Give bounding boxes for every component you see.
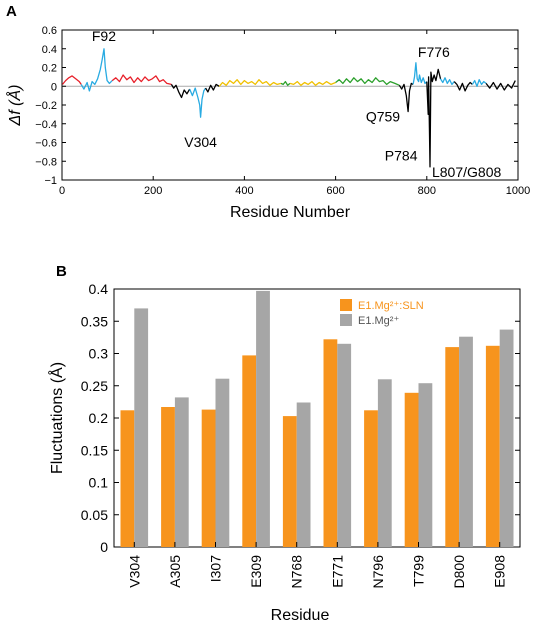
panel-a-x-tick-label: 0 bbox=[59, 185, 65, 197]
bar-E908-series-1 bbox=[499, 329, 514, 547]
panel-b-y-tick-label: 0.4 bbox=[89, 281, 109, 297]
panel-a-series-8-N bbox=[289, 80, 336, 86]
panel-b-y-tick-label: 0.2 bbox=[89, 410, 109, 426]
panel-a-series-group bbox=[61, 48, 516, 168]
panel-a-x-tick-label: 400 bbox=[235, 185, 253, 197]
bar-E309-series-0 bbox=[242, 355, 257, 547]
bar-V304-series-0 bbox=[120, 410, 135, 547]
panel-b-ticks: 0 0.05 0.1 0.15 0.2 0.25 0.3 0.35 0.4 V304 A305 I30… bbox=[81, 281, 520, 588]
panel-a-series-4-highlight bbox=[189, 87, 207, 118]
panel-a-series-14-transmembrane bbox=[453, 81, 473, 92]
bar-I307-series-1 bbox=[215, 378, 230, 547]
panel-a-y-tick-label: 0.6 bbox=[42, 25, 57, 37]
bar-A305-series-1 bbox=[174, 397, 189, 547]
bar-N796-series-1 bbox=[377, 379, 392, 547]
panel-a-y-axis-label: Δf (Å) bbox=[5, 85, 24, 127]
panel-b-legend-label: E1.Mg²⁺ bbox=[358, 315, 399, 327]
panel-a: A 0 200 400 600 800 1000 0.6 0.4 0.2 0 −0.2 −0.4 −0.… bbox=[5, 3, 530, 221]
panel-a-series-9-P bbox=[335, 77, 400, 86]
panel-b-x-tick-label: E771 bbox=[329, 555, 345, 588]
bar-D800-series-0 bbox=[445, 347, 460, 547]
panel-a-series-12-transmembrane bbox=[426, 68, 442, 168]
panel-a-series-15-highlight bbox=[471, 79, 487, 87]
panel-b-x-tick-label: T799 bbox=[411, 555, 427, 587]
bar-N768-series-1 bbox=[296, 402, 311, 547]
panel-a-y-tick-label: −0.4 bbox=[35, 119, 57, 131]
panel-b-y-tick-label: 0.05 bbox=[81, 507, 108, 523]
panel-a-y-tick-label: −0.8 bbox=[35, 156, 57, 168]
panel-a-annotation: P784 bbox=[385, 148, 418, 164]
panel-a-annotation: F776 bbox=[418, 44, 450, 60]
bar-D800-series-1 bbox=[459, 336, 473, 547]
panel-a-series-7-P bbox=[280, 80, 291, 86]
panel-a-series-16-transmembrane bbox=[485, 80, 516, 91]
panel-b-x-tick-label: N796 bbox=[370, 555, 386, 589]
panel-a-x-axis-label: Residue Number bbox=[230, 204, 351, 221]
panel-a-x-tick-label: 1000 bbox=[506, 185, 530, 197]
panel-a-x-tick-label: 600 bbox=[326, 185, 344, 197]
bar-N796-series-0 bbox=[364, 410, 378, 547]
panel-a-y-tick-label: 0.2 bbox=[42, 63, 57, 75]
panel-a-x-tick-label: 800 bbox=[418, 185, 436, 197]
panel-a-y-tick-label: 0.4 bbox=[42, 44, 57, 56]
panel-a-y-tick-label: −0.6 bbox=[35, 138, 57, 150]
panel-a-x-tick-label: 200 bbox=[144, 185, 162, 197]
panel-b-legend: E1.Mg²⁺:SLN E1.Mg²⁺ bbox=[340, 299, 424, 327]
panel-a-letter: A bbox=[6, 3, 17, 20]
panel-b-legend-swatch bbox=[340, 299, 352, 311]
panel-a-y-tick-label: −1 bbox=[44, 175, 57, 187]
bar-N768-series-0 bbox=[282, 416, 297, 547]
bar-V304-series-1 bbox=[134, 308, 149, 547]
panel-a-ticks: 0 200 400 600 800 1000 0.6 0.4 0.2 0 −0.2 −0.4 −0.6 −… bbox=[35, 25, 530, 197]
bar-A305-series-0 bbox=[161, 407, 175, 547]
panel-b-y-tick-label: 0.3 bbox=[89, 346, 109, 362]
panel-a-series-1-highlight bbox=[80, 48, 113, 92]
panel-a-series-5-transmembrane bbox=[205, 83, 220, 93]
panel-b-legend-label: E1.Mg²⁺:SLN bbox=[358, 300, 424, 312]
bar-E771-series-1 bbox=[337, 343, 352, 547]
panel-b: B 0 0.05 0.1 0.15 0.2 0.25 0.3 0.35 0.4 V304 A305 I… bbox=[47, 263, 521, 624]
panel-a-annotation: Q759 bbox=[366, 109, 400, 125]
panel-a-annotations: F92 V304 F776 Q759 P784 L807/G808 bbox=[92, 28, 502, 180]
panel-a-series-6-N bbox=[218, 79, 282, 87]
panel-b-x-tick-label: A305 bbox=[167, 555, 183, 588]
panel-a-annotation: V304 bbox=[184, 134, 217, 150]
bar-T799-series-1 bbox=[418, 383, 433, 547]
panel-a-series-11-highlight bbox=[412, 62, 428, 85]
panel-b-y-axis-label: Fluctuations (Å) bbox=[47, 362, 66, 474]
panel-a-annotation: F92 bbox=[92, 28, 116, 44]
bar-I307-series-0 bbox=[201, 409, 216, 547]
panel-b-x-axis-label: Residue bbox=[271, 607, 330, 624]
panel-b-x-tick-label: E309 bbox=[248, 555, 264, 588]
panel-a-series-3-transmembrane bbox=[170, 84, 191, 99]
panel-a-series-0-A bbox=[61, 75, 82, 85]
panel-b-y-tick-label: 0.15 bbox=[81, 442, 108, 458]
panel-b-y-tick-label: 0.35 bbox=[81, 313, 108, 329]
panel-a-series-10-transmembrane bbox=[398, 82, 414, 113]
panel-b-bars bbox=[120, 290, 514, 547]
bar-E771-series-0 bbox=[323, 339, 338, 547]
panel-a-series-2-A bbox=[111, 74, 172, 86]
bar-T799-series-0 bbox=[404, 392, 419, 547]
panel-b-y-tick-label: 0.1 bbox=[89, 475, 109, 491]
panel-b-x-tick-label: N768 bbox=[289, 555, 305, 589]
panel-b-y-tick-label: 0.25 bbox=[81, 378, 108, 394]
panel-b-x-tick-label: V304 bbox=[126, 555, 142, 588]
bar-E309-series-1 bbox=[256, 290, 270, 547]
panel-b-letter: B bbox=[56, 263, 67, 280]
panel-a-y-tick-label: −0.2 bbox=[35, 100, 57, 112]
panel-b-y-tick-label: 0 bbox=[100, 539, 108, 555]
panel-b-x-tick-label: E908 bbox=[492, 555, 508, 588]
panel-b-legend-swatch bbox=[340, 314, 352, 326]
panel-a-y-tick-label: 0 bbox=[51, 81, 57, 93]
panel-a-series-13-highlight bbox=[439, 77, 455, 86]
panel-a-annotation: L807/G808 bbox=[432, 164, 501, 180]
panel-b-x-tick-label: D800 bbox=[451, 555, 467, 589]
bar-E908-series-0 bbox=[485, 345, 500, 547]
panel-b-x-tick-label: I307 bbox=[208, 555, 224, 582]
